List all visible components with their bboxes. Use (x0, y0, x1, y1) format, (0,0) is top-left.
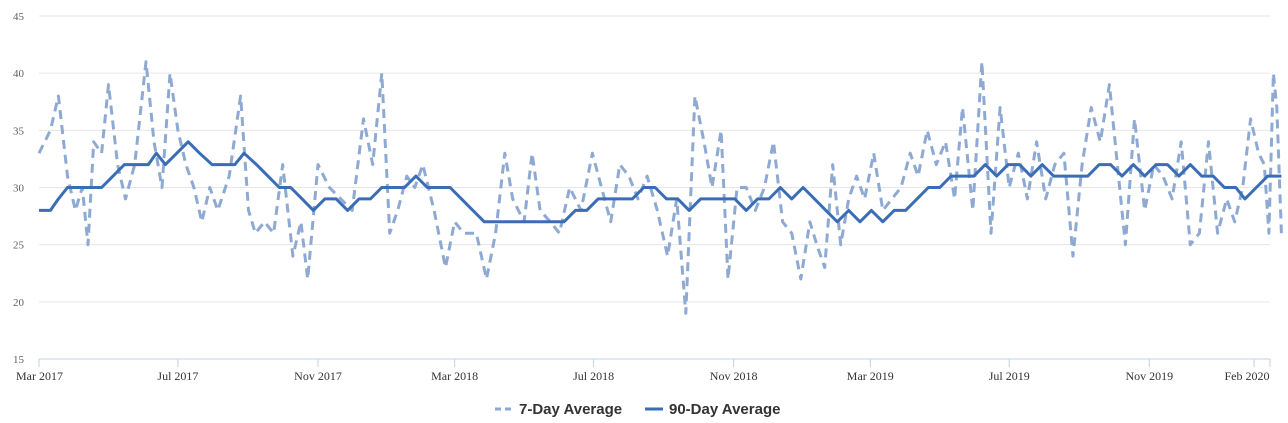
legend[interactable]: 7-Day Average 90-Day Average (495, 401, 780, 418)
grid-lines (39, 15, 1270, 303)
y-tick-label: 15 (13, 354, 25, 366)
y-tick-label: 25 (13, 240, 25, 252)
y-tick-label: 30 (13, 183, 25, 195)
plot-area (37, 60, 1283, 315)
y-tick-label: 20 (13, 297, 25, 309)
x-tick-label: Mar 2017 (16, 369, 63, 383)
x-tick-label: Nov 2018 (710, 369, 758, 383)
y-tick-label: 35 (13, 125, 25, 137)
y-tick-label: 40 (13, 68, 25, 80)
series-line-7-day-average (37, 60, 1283, 315)
y-axis-ticks: 15 20 25 30 35 40 45 (13, 11, 25, 366)
x-tick-label: Mar 2019 (847, 369, 894, 383)
x-tick-label: Feb 2020 (1225, 369, 1270, 383)
series-line-90-day-average (39, 140, 1282, 224)
y-tick-label: 45 (13, 11, 25, 23)
legend-label: 7-Day Average (519, 401, 622, 418)
legend-item-90-day-average[interactable]: 90-Day Average (645, 401, 780, 418)
x-tick-label: Nov 2017 (294, 369, 342, 383)
legend-item-7-day-average[interactable]: 7-Day Average (495, 401, 622, 418)
legend-label: 90-Day Average (669, 401, 780, 418)
x-tick-label: Mar 2018 (431, 369, 478, 383)
x-tick-label: Nov 2019 (1125, 369, 1173, 383)
x-tick-label: Jul 2019 (989, 369, 1030, 383)
x-axis: Mar 2017 Jul 2017 Nov 2017 Mar 2018 Jul 2018… (16, 358, 1271, 383)
x-tick-label: Jul 2018 (573, 369, 614, 383)
x-tick-label: Jul 2017 (157, 369, 198, 383)
